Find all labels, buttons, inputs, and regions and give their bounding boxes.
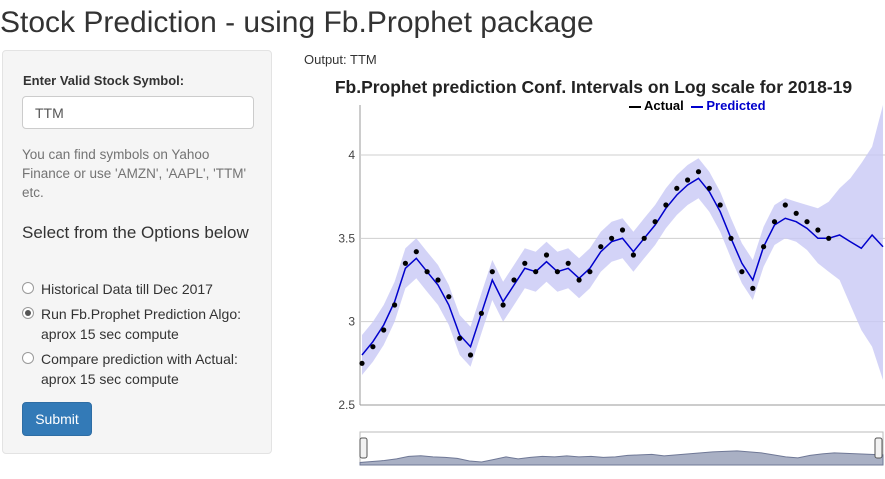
confidence-interval-band [362,105,883,380]
actual-data-point [652,219,658,225]
radio-button[interactable] [22,282,34,294]
actual-data-point [370,344,376,350]
actual-data-point [511,277,517,283]
actual-data-point [435,277,441,283]
y-tick-label: 3.5 [338,231,355,245]
legend-predicted-label: Predicted [706,98,766,113]
actual-data-point [576,277,582,283]
actual-data-point [750,285,756,291]
actual-data-point [815,227,821,233]
predicted-series-line [361,177,884,356]
actual-data-point [739,269,745,275]
y-tick-label: 2.5 [338,398,355,412]
actual-data-point [381,327,387,333]
option-compare-actual[interactable]: Compare prediction with Actual: aprox 15… [22,349,256,389]
actual-data-point [457,335,463,341]
actual-data-point [392,302,398,308]
actual-data-point [619,227,626,233]
actual-data-point [771,219,778,225]
legend-actual-swatch [629,105,641,108]
actual-data-point [674,185,680,191]
actual-data-point [533,269,539,275]
legend-predicted-swatch [691,105,704,108]
actual-data-point [804,219,810,225]
prediction-chart[interactable]: 2.5 3 3.5 4 [300,100,885,475]
chart-title: Fb.Prophet prediction Conf. Intervals on… [334,77,853,97]
legend-actual-label: Actual [644,98,684,113]
actual-data-point [706,185,712,191]
y-tick-label: 3 [348,315,355,329]
actual-data-point [446,294,452,300]
sidebar-panel: Enter Valid Stock Symbol: You can find s… [2,50,272,454]
range-handle-left[interactable] [359,437,368,459]
y-tick-label: 4 [348,148,355,162]
option-label: Historical Data till Dec 2017 [41,281,213,297]
actual-data-point [565,260,571,266]
range-handle-right[interactable] [874,437,883,459]
actual-data-point [554,269,560,275]
range-selector-mini-series [359,450,884,466]
actual-data-point [467,352,474,358]
actual-data-point [489,269,495,275]
radio-button-checked[interactable] [22,307,34,319]
actual-data-point [663,202,669,208]
actual-data-point [641,235,647,241]
actual-data-point [413,249,419,255]
actual-data-point [543,252,550,258]
actual-data-point [587,269,593,275]
actual-data-point [402,260,408,266]
symbol-input[interactable] [22,96,254,129]
symbol-label: Enter Valid Stock Symbol: [23,73,185,88]
options-title: Select from the Options below [22,223,249,242]
option-label: Run Fb.Prophet Prediction Algo: aprox 15… [41,306,242,342]
actual-data-point [695,169,702,175]
option-label: Compare prediction with Actual: aprox 15… [41,351,238,387]
actual-data-point [359,360,365,366]
actual-data-point [782,202,788,208]
actual-data-point [500,302,506,308]
actual-data-point [609,235,615,241]
option-historical[interactable]: Historical Data till Dec 2017 [22,279,256,299]
actual-data-point [761,244,767,250]
actual-data-point [793,210,799,216]
chart-legend: Actual Predicted [625,98,766,113]
page-title: Stock Prediction - using Fb.Prophet pack… [0,6,594,39]
actual-data-point [685,177,691,183]
actual-data-point [717,202,723,208]
symbol-help-text: You can find symbols on Yahoo Finance or… [22,147,247,200]
output-label: Output: TTM [304,52,377,67]
actual-data-point [630,252,636,258]
actual-data-point [728,235,734,241]
submit-button[interactable]: Submit [22,402,92,436]
actual-data-point [478,310,484,316]
radio-button[interactable] [22,352,34,364]
actual-data-point [826,235,832,241]
actual-data-point [522,260,528,266]
actual-data-point [424,269,430,275]
option-prophet-prediction[interactable]: Run Fb.Prophet Prediction Algo: aprox 15… [22,304,256,344]
actual-data-point [598,244,604,250]
